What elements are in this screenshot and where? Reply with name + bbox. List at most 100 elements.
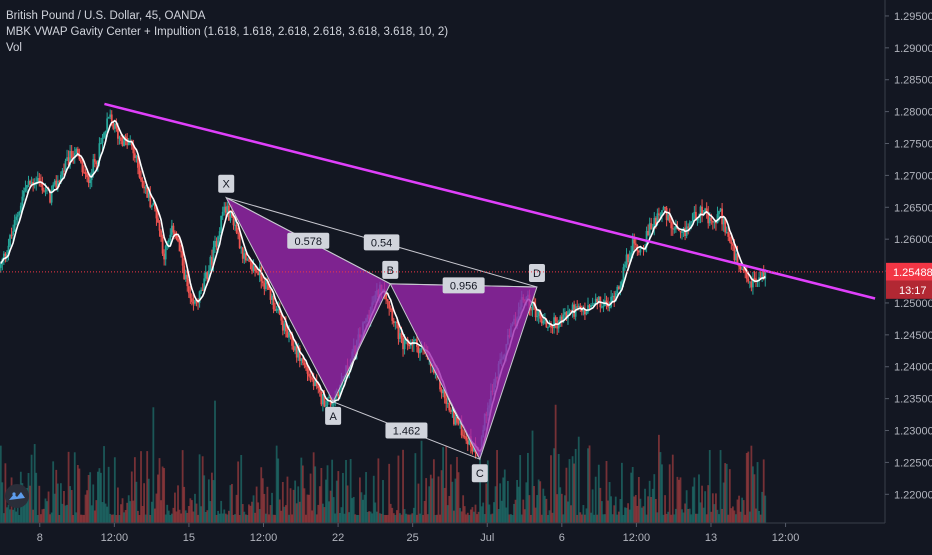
volume-bar <box>334 513 337 523</box>
volume-bar <box>704 491 707 523</box>
volume-bar <box>123 512 125 523</box>
volume-bar <box>453 510 455 523</box>
volume-bar <box>436 514 438 523</box>
candle-body <box>320 391 323 405</box>
volume-bar <box>537 479 540 523</box>
candle-body <box>537 309 540 317</box>
volume-bar <box>289 488 292 523</box>
candle-body <box>204 272 207 279</box>
volume-bar <box>385 514 387 523</box>
volume-bar <box>96 471 99 523</box>
candle-body <box>318 388 321 392</box>
candle-body <box>332 403 335 405</box>
volume-bar <box>479 460 482 523</box>
candle-body <box>298 348 301 361</box>
candle-body <box>744 271 747 273</box>
volume-bar <box>584 514 586 523</box>
volume-bar <box>237 461 240 523</box>
candle-body <box>175 234 178 239</box>
candle-body <box>630 252 633 258</box>
volume-bar <box>164 514 167 523</box>
candle-body <box>716 214 719 224</box>
candle-body <box>587 305 589 312</box>
volume-bar <box>169 514 172 523</box>
candle-body <box>18 211 21 216</box>
volume-bar <box>642 506 645 523</box>
volume-bar <box>12 509 15 523</box>
candle-body <box>637 250 640 253</box>
volume-bar <box>619 499 622 523</box>
candle-body <box>442 389 445 394</box>
candle-body <box>27 181 30 185</box>
symbol-title[interactable]: British Pound / U.S. Dollar, 45, OANDA <box>6 10 206 22</box>
candle-body <box>167 239 170 242</box>
candle-body <box>573 304 576 317</box>
volume-bar <box>69 486 72 523</box>
volume-bar <box>731 506 734 523</box>
volume-bar <box>585 508 588 523</box>
volume-bar <box>597 464 600 523</box>
indicator-title[interactable]: MBK VWAP Gavity Center + Impultion (1.61… <box>6 26 449 38</box>
candle-body <box>665 207 668 221</box>
volume-bar <box>365 472 367 523</box>
volume-bar <box>671 454 674 523</box>
volume-bar <box>30 454 33 523</box>
candle-body <box>53 180 56 185</box>
harmonic-pattern[interactable]: 0.578 0.54 0.956 1.462 X A B C D <box>218 174 545 483</box>
candle-body <box>127 142 130 146</box>
candle-body <box>16 215 19 217</box>
volume-bar <box>366 511 369 523</box>
candle-body <box>271 295 273 300</box>
volume-bar <box>454 478 457 523</box>
y-tick-label: 1.25000 <box>894 298 932 310</box>
candle-body <box>728 236 731 242</box>
candle-body <box>553 317 555 329</box>
candle-body <box>311 377 314 380</box>
candle-body <box>243 253 246 259</box>
candle-body <box>130 141 133 147</box>
candle-body <box>186 274 189 287</box>
volume-bar <box>271 492 273 523</box>
volume-bar <box>631 466 634 523</box>
candle-body <box>163 253 166 260</box>
volume-bar <box>725 463 728 523</box>
volume-bar <box>434 514 437 523</box>
ratio-label: 0.578 <box>294 236 322 248</box>
countdown-label: 13:17 <box>899 285 927 297</box>
candle-body <box>403 339 406 350</box>
tradingview-logo-icon[interactable] <box>5 484 29 508</box>
candle-body <box>153 202 156 209</box>
volume-bar <box>86 490 88 523</box>
candle-body <box>462 435 465 437</box>
volume-bar <box>266 486 269 523</box>
volume-bar <box>83 514 85 523</box>
candle-body <box>633 239 636 244</box>
candle-body <box>232 216 235 226</box>
volume-bar <box>653 474 656 523</box>
candle-body <box>211 257 213 265</box>
volume-bar <box>432 459 435 523</box>
volume-bar <box>469 509 472 523</box>
volume-bar <box>248 504 250 523</box>
volume-bar <box>312 452 315 523</box>
trendline[interactable] <box>104 102 876 300</box>
volume-bar <box>141 505 144 523</box>
volume-bar <box>724 463 727 523</box>
candle-body <box>294 346 297 351</box>
volume-bar <box>357 514 360 523</box>
volume-bar <box>580 514 583 523</box>
candle-body <box>286 331 289 338</box>
candle-body <box>753 278 756 280</box>
volume-bar <box>556 494 559 523</box>
volume-bar <box>678 479 680 523</box>
volume-bar <box>80 514 82 523</box>
volume-bar <box>1 482 4 523</box>
volume-title[interactable]: Vol <box>6 42 22 54</box>
volume-bar <box>614 496 617 523</box>
volume-bar <box>456 456 458 523</box>
candle-body <box>64 160 67 172</box>
candle-body <box>138 167 141 178</box>
